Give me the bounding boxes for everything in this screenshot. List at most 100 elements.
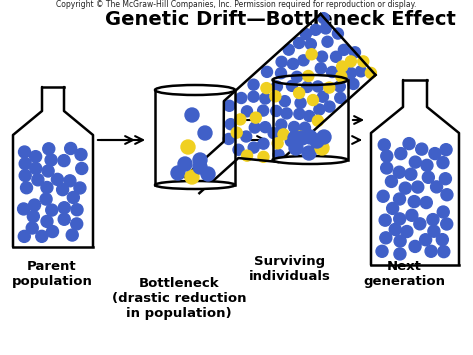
Circle shape <box>178 157 192 171</box>
Circle shape <box>310 134 324 148</box>
Circle shape <box>43 143 55 155</box>
Circle shape <box>316 51 327 62</box>
Ellipse shape <box>272 156 348 164</box>
Circle shape <box>260 122 271 133</box>
Circle shape <box>18 203 30 215</box>
Circle shape <box>337 61 348 72</box>
Circle shape <box>52 173 63 185</box>
Circle shape <box>18 230 30 242</box>
Circle shape <box>405 168 417 180</box>
Circle shape <box>306 39 316 50</box>
Circle shape <box>225 119 236 130</box>
Circle shape <box>268 127 279 138</box>
Circle shape <box>250 112 261 123</box>
Circle shape <box>385 175 397 187</box>
Circle shape <box>345 67 356 78</box>
Circle shape <box>75 148 87 160</box>
Circle shape <box>394 213 406 225</box>
Circle shape <box>406 209 418 221</box>
Circle shape <box>201 167 215 181</box>
Circle shape <box>414 218 426 230</box>
Circle shape <box>28 199 41 211</box>
Circle shape <box>41 181 53 193</box>
Circle shape <box>32 174 44 186</box>
Circle shape <box>224 100 235 111</box>
Circle shape <box>437 206 449 218</box>
Circle shape <box>436 234 448 246</box>
Circle shape <box>76 163 88 174</box>
Circle shape <box>58 213 70 225</box>
Circle shape <box>409 156 421 168</box>
Circle shape <box>185 170 199 184</box>
Circle shape <box>236 93 247 104</box>
Circle shape <box>19 170 31 181</box>
Circle shape <box>422 171 434 183</box>
Circle shape <box>320 23 331 34</box>
Circle shape <box>58 155 70 166</box>
Circle shape <box>289 121 299 132</box>
Circle shape <box>416 143 428 155</box>
Circle shape <box>71 218 83 230</box>
Circle shape <box>233 144 244 155</box>
Text: Next
generation: Next generation <box>363 260 445 288</box>
Circle shape <box>294 108 305 119</box>
Circle shape <box>261 83 272 94</box>
Circle shape <box>276 56 287 67</box>
Circle shape <box>438 246 450 258</box>
Circle shape <box>381 162 393 174</box>
Circle shape <box>248 79 259 90</box>
Circle shape <box>437 157 449 169</box>
Circle shape <box>193 153 207 167</box>
Circle shape <box>288 131 302 145</box>
Circle shape <box>30 163 42 175</box>
Circle shape <box>310 24 321 35</box>
Circle shape <box>334 81 345 92</box>
Circle shape <box>393 166 405 178</box>
Circle shape <box>394 193 405 205</box>
Circle shape <box>248 142 259 153</box>
Circle shape <box>20 182 33 194</box>
Circle shape <box>394 235 406 247</box>
Circle shape <box>381 150 393 162</box>
Circle shape <box>46 225 59 237</box>
Circle shape <box>401 225 413 237</box>
Circle shape <box>440 144 452 156</box>
Circle shape <box>71 204 83 216</box>
Circle shape <box>303 130 317 144</box>
Circle shape <box>262 66 272 77</box>
Circle shape <box>26 222 38 234</box>
Circle shape <box>409 240 421 252</box>
Circle shape <box>299 122 310 133</box>
Circle shape <box>399 182 412 194</box>
Circle shape <box>295 98 306 109</box>
Circle shape <box>421 159 433 171</box>
Text: Surviving
individuals: Surviving individuals <box>249 255 331 283</box>
Circle shape <box>394 248 406 260</box>
Text: Copyright © The McGraw-Hill Companies, Inc. Permission required for reproduction: Copyright © The McGraw-Hill Companies, I… <box>56 0 416 9</box>
Circle shape <box>427 214 439 226</box>
Circle shape <box>358 56 369 67</box>
Circle shape <box>294 38 305 49</box>
Circle shape <box>336 71 347 82</box>
Circle shape <box>45 154 57 166</box>
Text: Genetic Drift—Bottleneck Effect: Genetic Drift—Bottleneck Effect <box>105 10 455 29</box>
Circle shape <box>365 67 377 78</box>
Circle shape <box>272 81 282 92</box>
Circle shape <box>380 232 392 244</box>
Circle shape <box>258 138 269 149</box>
Circle shape <box>74 182 86 194</box>
Text: Parent
population: Parent population <box>11 260 92 288</box>
Circle shape <box>326 66 338 77</box>
Circle shape <box>350 47 360 58</box>
Circle shape <box>18 146 31 158</box>
Circle shape <box>276 68 287 79</box>
Circle shape <box>317 130 331 144</box>
Circle shape <box>242 106 253 117</box>
Circle shape <box>439 173 451 185</box>
Circle shape <box>302 146 316 160</box>
Circle shape <box>280 95 290 106</box>
Circle shape <box>379 214 391 226</box>
Circle shape <box>395 148 407 160</box>
Circle shape <box>57 184 69 196</box>
Circle shape <box>27 211 39 222</box>
